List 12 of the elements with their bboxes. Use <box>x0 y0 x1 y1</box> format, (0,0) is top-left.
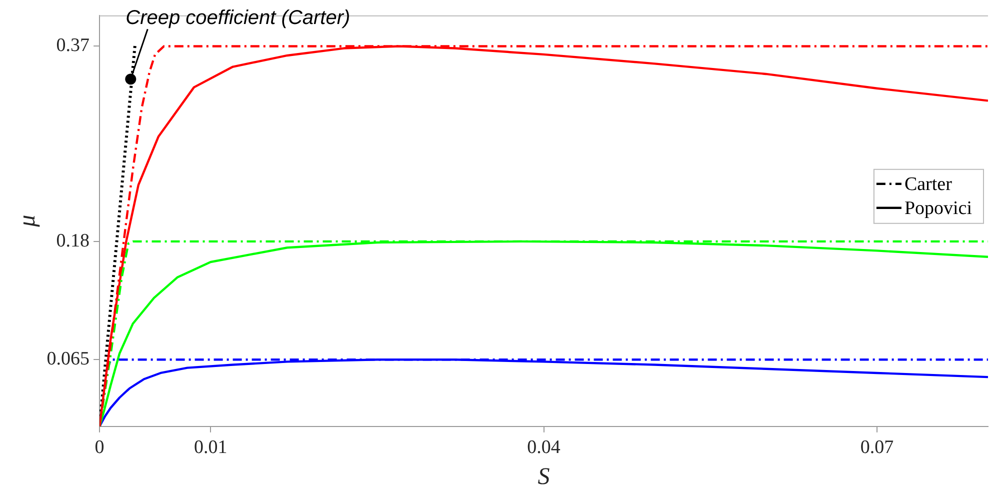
x-tick-label: 0.01 <box>194 436 228 458</box>
y-tick-label: 0.37 <box>56 35 90 56</box>
y-tick-label: 0.065 <box>46 348 90 370</box>
annotation: Carter <box>904 174 953 195</box>
y-tick-label: 0.18 <box>56 230 90 252</box>
annotation: Creep coefficient (Carter) <box>126 7 350 30</box>
x-tick-label: 0.07 <box>860 436 894 458</box>
x-tick-label: 0 <box>94 436 104 458</box>
x-axis-title: S <box>538 464 550 490</box>
annotation: Popovici <box>904 198 972 219</box>
y-axis-title: μ <box>14 214 41 228</box>
x-tick-label: 0.04 <box>527 436 561 458</box>
